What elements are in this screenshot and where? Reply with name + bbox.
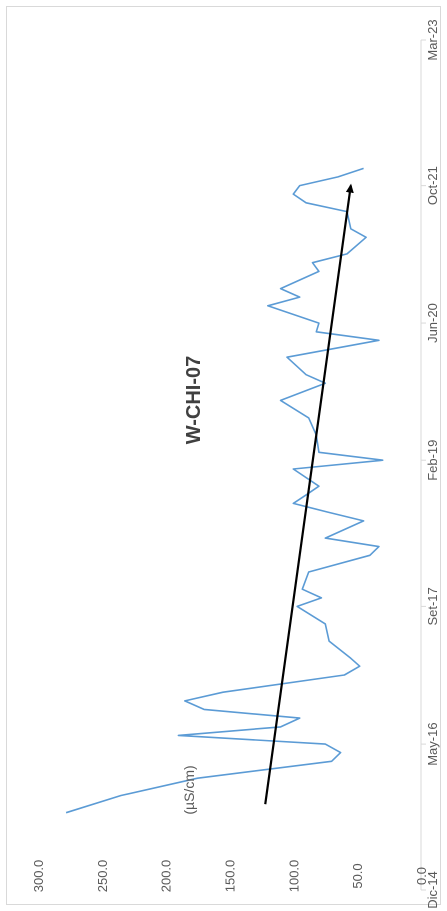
x-tick-label: Oct-21 [425, 166, 440, 205]
y-tick-label: 250.0 [95, 860, 110, 893]
chart-title: W-CHI-07 [183, 356, 205, 445]
x-tick-label: Jun-20 [425, 303, 440, 343]
x-tick-label: Set-17 [425, 587, 440, 625]
series-line [66, 168, 383, 812]
y-tick-label: 100.0 [286, 860, 301, 893]
y-tick-label: 300.0 [31, 860, 46, 893]
y-tick-label: 50.0 [350, 863, 365, 888]
y-tick-label: 150.0 [223, 860, 238, 893]
x-tick-label: May-16 [425, 722, 440, 765]
x-tick-label: Mar-23 [425, 19, 440, 60]
y-axis-label: (µS/cm) [181, 765, 197, 814]
y-tick-label: 200.0 [159, 860, 174, 893]
x-tick-label: Dic-14 [425, 871, 440, 909]
trend-arrow [265, 186, 351, 805]
x-tick-label: Feb-19 [425, 440, 440, 481]
